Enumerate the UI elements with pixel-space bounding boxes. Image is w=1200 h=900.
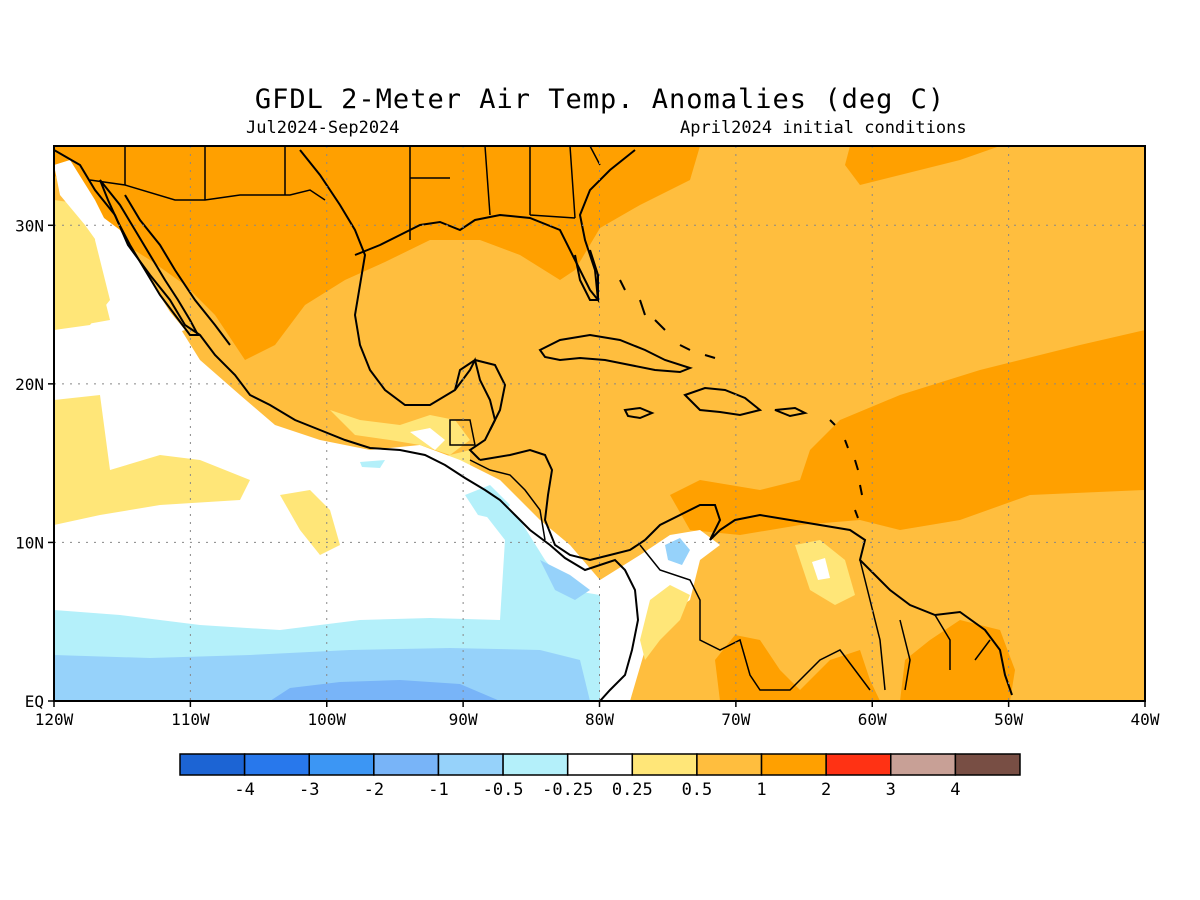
cooler-south [270,680,500,701]
coast-puerto-rico [774,406,809,418]
lon-tick-label: 80W [585,710,614,729]
border-us-mexico [89,179,326,201]
lon-tick-label: 60W [858,710,887,729]
coast-yucatan [454,358,507,431]
lat-tick-label: 30N [15,216,44,235]
near-zero-baja [54,160,185,335]
colorbar-swatch [825,753,892,776]
grid-lines [54,146,1145,701]
colorbar-label: -4 [234,780,254,800]
coast-bahamas [619,279,716,359]
coast-pacific-mexico [54,149,640,701]
colorbar-label: -2 [364,780,384,800]
colorbar-swatch [373,753,440,776]
coast-gulf-california [124,194,231,346]
weak-warm-colombia [640,585,690,660]
strong-warm-guianas [900,620,1015,701]
lat-tick-label: 20N [15,375,44,394]
colorbar-swatch [308,753,375,776]
border-south-america [639,544,991,691]
colorbar-swatch [954,753,1021,776]
forecast-period: Jul2024-Sep2024 [246,118,400,138]
borders [89,146,991,691]
near-zero-pacific [54,215,640,701]
lon-tick-label: 70W [721,710,750,729]
weak-warm-patch-3 [54,250,110,330]
anomaly-field [54,146,1145,701]
colorbar-swatch [566,753,634,776]
weak-cool-patch-2 [465,485,510,520]
strong-warm-northeast [845,146,1000,185]
lon-tick-label: 100W [307,710,346,729]
colorbar-label: -1 [428,780,448,800]
lon-tick-label: 50W [994,710,1023,729]
coast-south-america-north [644,504,1013,696]
lon-tick-label: 40W [1131,710,1160,729]
colorbar-swatch [179,753,246,776]
coast-us-gulf [354,149,636,304]
colorbar: -4 -3 -2 -1 -0.5 -0.25 0.25 0.5 1 2 3 4 [179,753,1021,800]
coast-baja [99,179,200,336]
border-us-states [124,146,601,240]
colorbar-swatch [243,753,310,776]
colorbar-label: 0.25 [612,780,653,800]
map-title: GFDL 2-Meter Air Temp. Anomalies (deg C) [254,84,946,115]
colorbar-label: -0.25 [542,780,593,800]
border-central-america [469,459,546,541]
colorbar-label: 1 [756,780,766,800]
strong-warm-east [670,330,1145,535]
colorbar-swatch [437,753,504,776]
colorbar-label: 2 [821,780,831,800]
coast-jamaica [623,406,655,420]
coast-caribbean-central [479,448,646,562]
colorbar-swatch [502,753,569,776]
cool-colombia [665,538,690,565]
weak-cool-patch [360,460,385,468]
lat-tick-label: 10N [15,533,44,552]
near-zero-venezuela [812,558,830,580]
colorbar-swatch [631,753,698,776]
colorbar-swatch [890,753,957,776]
coast-hispaniola [683,386,763,417]
colorbar-swatch [696,753,763,776]
weak-warm-patch-2 [280,490,340,555]
lat-tick-label: EQ [25,692,44,711]
lon-tick-label: 120W [35,710,74,729]
colorbar-label: -3 [299,780,319,800]
coast-lesser-antilles [829,419,863,519]
coast-cuba [538,333,693,374]
colorbar-label: -0.5 [483,780,524,800]
colorbar-label: 3 [886,780,896,800]
lon-tick-label: 90W [449,710,478,729]
coast-gulf-mexico [299,149,497,461]
map-axes: 120W 110W 100W 90W 80W 70W 60W 50W 40W EQ 10N 20N 30… [15,216,1160,729]
colorbar-label: 4 [950,780,960,800]
colorbar-swatch [760,753,827,776]
coastlines [54,149,1013,701]
lon-tick-label: 110W [171,710,210,729]
weak-warm-patch-1 [54,395,250,525]
colorbar-label: 0.5 [682,780,713,800]
strong-warm-north [54,146,700,360]
near-zero-centralamerica [410,428,445,450]
initial-conditions: April2024 initial conditions [680,118,967,138]
cool-patch-gulf-panama [540,560,590,600]
coast-florida [574,249,599,301]
